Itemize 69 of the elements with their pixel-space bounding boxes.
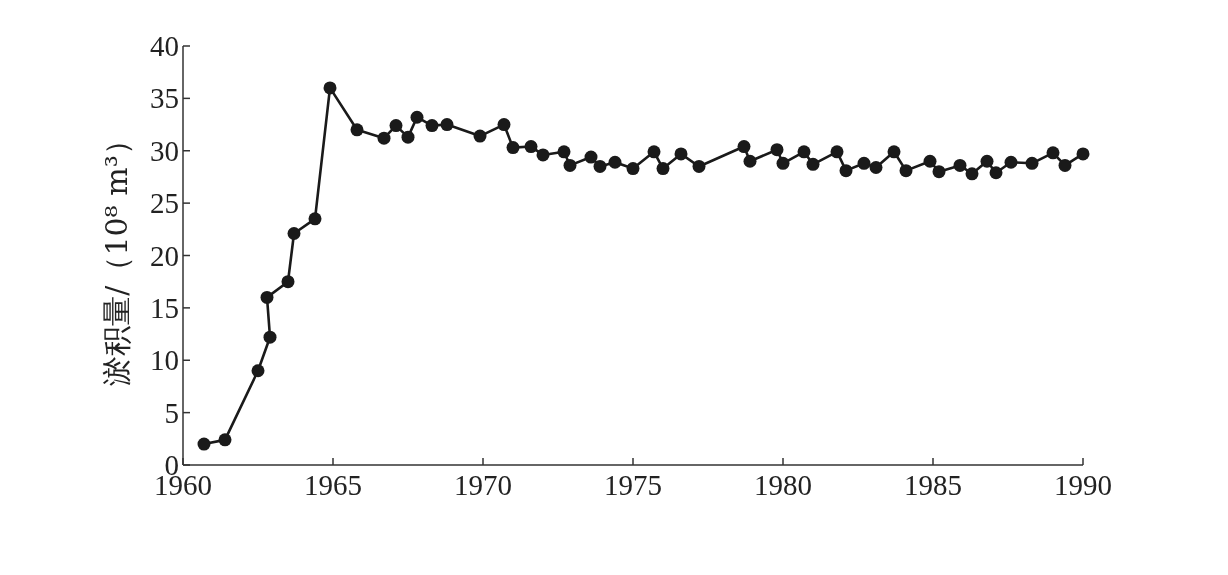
point xyxy=(524,140,538,154)
point xyxy=(506,141,520,155)
y-tick-label: 25 xyxy=(150,187,179,220)
point xyxy=(536,148,550,162)
point xyxy=(932,165,946,179)
point xyxy=(323,81,337,95)
point xyxy=(1058,158,1072,172)
point xyxy=(608,155,622,169)
y-axis-title: 淤积量/（10⁸ m³） xyxy=(99,125,134,386)
y-tick-label: 35 xyxy=(150,82,179,115)
point xyxy=(218,433,232,447)
point xyxy=(980,154,994,168)
point xyxy=(473,129,487,143)
point xyxy=(263,330,277,344)
point xyxy=(737,140,751,154)
point xyxy=(899,164,913,178)
y-tick-label: 40 xyxy=(150,30,179,62)
point xyxy=(410,110,424,124)
point xyxy=(953,158,967,172)
x-tick-label: 1985 xyxy=(904,469,962,501)
x-tick-label: 1975 xyxy=(604,469,662,501)
x-tick-label: 1990 xyxy=(1054,469,1112,501)
y-tick-label: 30 xyxy=(150,134,179,167)
point xyxy=(287,227,301,240)
point xyxy=(869,161,883,175)
point xyxy=(923,154,937,168)
point xyxy=(260,290,274,304)
point xyxy=(887,145,901,159)
point xyxy=(770,143,784,157)
point xyxy=(626,162,640,176)
y-tick-label: 10 xyxy=(150,344,179,377)
point xyxy=(692,159,706,173)
point xyxy=(1076,147,1090,161)
x-tick-label: 1965 xyxy=(304,469,362,501)
point xyxy=(593,159,607,173)
point xyxy=(647,145,661,159)
point xyxy=(743,154,757,168)
point xyxy=(251,364,265,378)
point xyxy=(1046,146,1060,160)
point xyxy=(557,145,571,159)
point xyxy=(674,147,688,161)
x-tick-label: 1970 xyxy=(454,469,512,501)
point xyxy=(497,118,511,132)
point xyxy=(308,212,322,226)
point xyxy=(965,167,979,181)
y-tick-label: 5 xyxy=(164,396,179,429)
point xyxy=(1025,156,1039,170)
point xyxy=(1004,155,1018,169)
point xyxy=(197,437,211,451)
y-tick-label: 20 xyxy=(150,239,179,272)
point xyxy=(350,123,364,137)
point xyxy=(857,156,871,170)
point xyxy=(806,157,820,171)
point xyxy=(281,275,295,289)
point xyxy=(989,166,1003,180)
point xyxy=(584,150,598,164)
point xyxy=(401,130,415,144)
point xyxy=(839,164,853,178)
point xyxy=(797,145,811,159)
point xyxy=(440,118,454,132)
point xyxy=(425,119,439,133)
x-tick-label: 1980 xyxy=(754,469,812,501)
y-tick-label: 15 xyxy=(150,291,179,324)
point xyxy=(776,156,790,170)
point xyxy=(389,119,403,133)
point xyxy=(830,145,844,159)
point xyxy=(656,162,670,176)
point xyxy=(377,131,391,145)
point xyxy=(563,158,577,172)
